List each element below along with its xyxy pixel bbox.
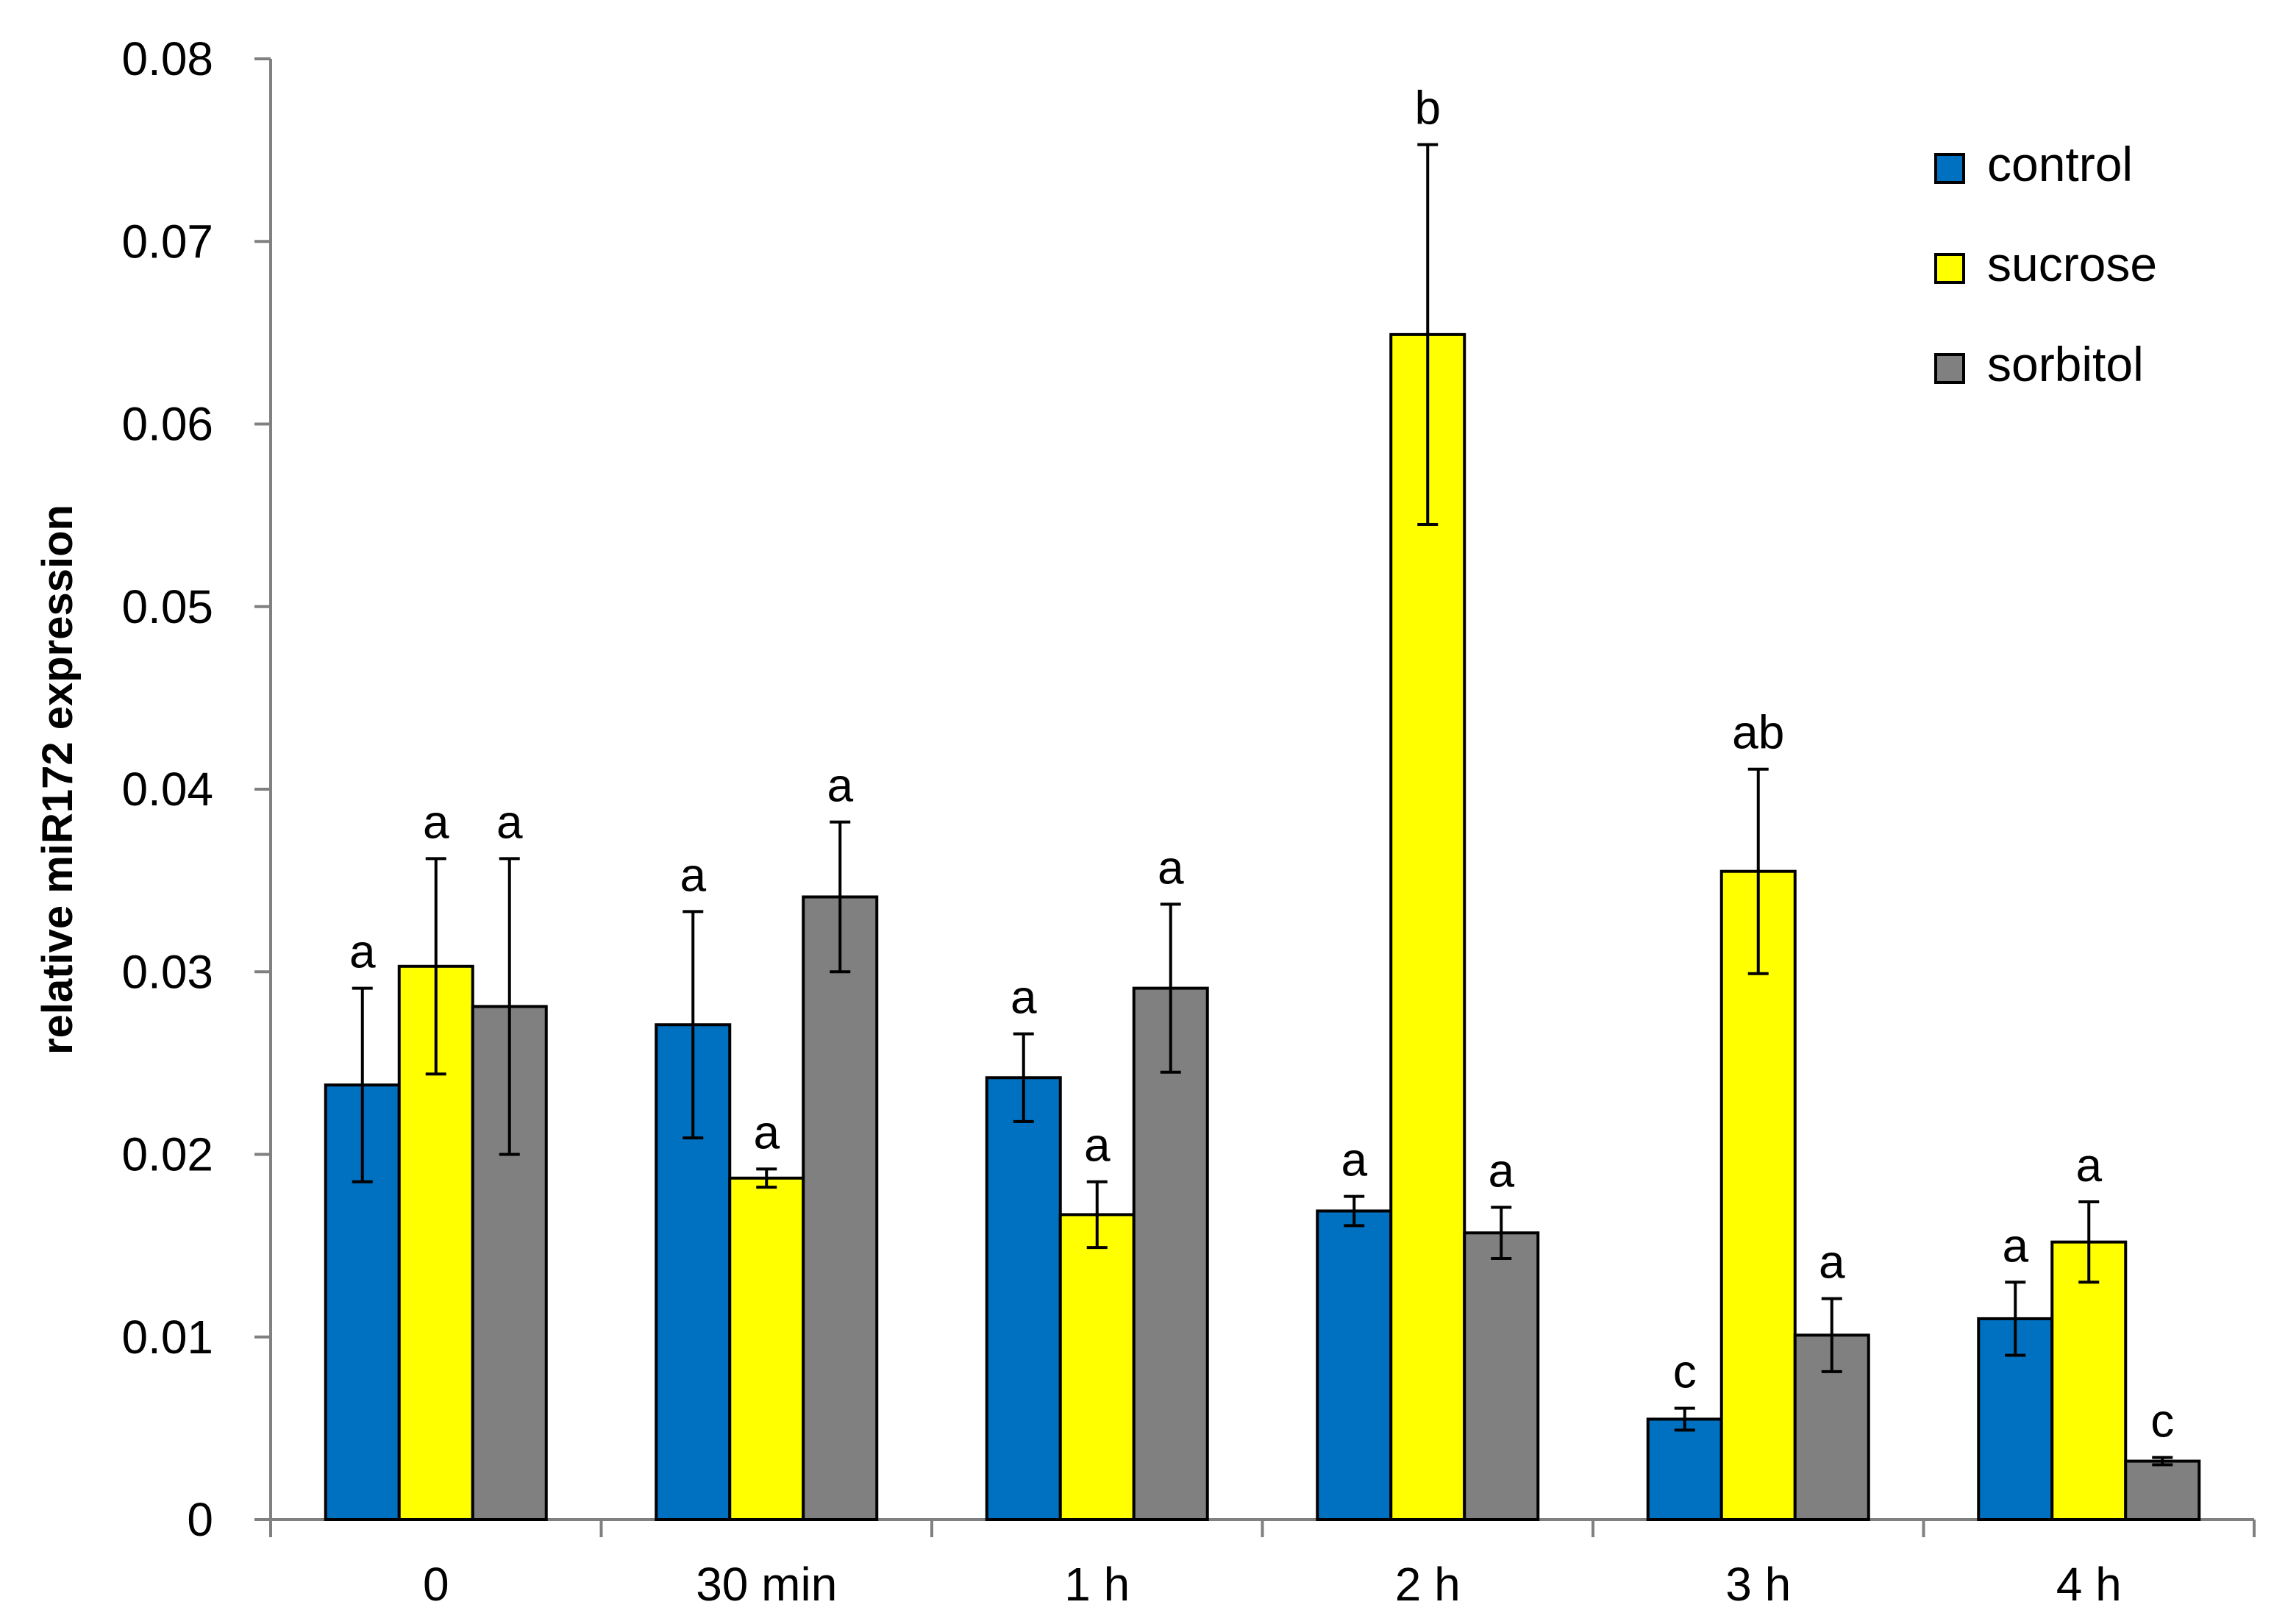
- significance-label: a: [349, 925, 376, 978]
- bar-control: [1316, 1209, 1393, 1522]
- error-bar-sucrose: [1747, 767, 1769, 975]
- error-bar-sorbitol: [830, 820, 851, 974]
- y-axis-title: relative miR172 expression: [34, 505, 82, 1055]
- error-bar-sucrose: [1417, 143, 1439, 527]
- significance-label: a: [2075, 1139, 2102, 1192]
- x-tick-label: 3 h: [1725, 1558, 1791, 1611]
- y-tick-label: 0.05: [121, 580, 213, 633]
- y-tick-label: 0.08: [121, 32, 213, 85]
- legend: control sucrose sorbitol: [1934, 137, 2157, 391]
- bar-sucrose: [2050, 1240, 2128, 1522]
- y-tick-label: 0.02: [121, 1128, 213, 1181]
- y-tick-label: 0.06: [121, 398, 213, 451]
- error-bar-control: [1344, 1194, 1365, 1228]
- x-tick-label: 0: [423, 1558, 449, 1611]
- significance-label: a: [2002, 1219, 2028, 1272]
- significance-label: c: [1673, 1345, 1697, 1398]
- y-tick-label: 0.03: [121, 945, 213, 998]
- error-bar-control: [1674, 1406, 1695, 1432]
- bars: [324, 332, 2201, 1522]
- significance-label: c: [2150, 1395, 2174, 1447]
- significance-label: a: [827, 759, 853, 812]
- error-bar-sorbitol: [1821, 1297, 1842, 1373]
- legend-label-sorbitol: sorbitol: [1987, 337, 2144, 391]
- legend-label-control: control: [1987, 137, 2133, 191]
- bar-sucrose: [1058, 1213, 1136, 1521]
- error-bar-sorbitol: [499, 857, 520, 1156]
- bar-sorbitol: [2124, 1459, 2201, 1522]
- significance-label: a: [1084, 1119, 1111, 1172]
- bar-sorbitol: [1132, 986, 1209, 1521]
- x-axis: 0 30 min 1 h 2 h 3 h 4 h: [269, 1518, 2256, 1611]
- error-bar-control: [352, 986, 373, 1183]
- significance-label: a: [1011, 971, 1037, 1024]
- error-bar-sorbitol: [1491, 1205, 1512, 1261]
- legend-swatch-sorbitol: [1934, 353, 1965, 384]
- x-tick-label: 1 h: [1064, 1558, 1130, 1611]
- bar-sorbitol: [1463, 1231, 1540, 1522]
- significance-label: a: [496, 795, 523, 848]
- significance-label: a: [1819, 1236, 1845, 1289]
- significance-label: a: [1488, 1144, 1514, 1197]
- error-bar-sorbitol: [2152, 1456, 2173, 1467]
- error-bar-sucrose: [1086, 1180, 1108, 1250]
- y-tick-label: 0.07: [121, 215, 213, 268]
- legend-label-sucrose: sucrose: [1987, 237, 2157, 291]
- bar-control: [985, 1076, 1062, 1521]
- error-bars: [352, 143, 2173, 1467]
- bar-sorbitol: [802, 895, 879, 1521]
- y-tick-label: 0.01: [121, 1311, 213, 1364]
- error-bar-sucrose: [425, 857, 446, 1076]
- y-tick-label: 0.04: [121, 763, 213, 816]
- error-bar-control: [2005, 1281, 2026, 1357]
- error-bar-sucrose: [2078, 1200, 2100, 1284]
- error-bar-control: [682, 910, 704, 1140]
- bar-sucrose: [1719, 869, 1797, 1521]
- y-tick-label: 0: [187, 1493, 213, 1546]
- significance-label: a: [1158, 841, 1184, 894]
- significance-label: a: [753, 1105, 780, 1158]
- bar-sucrose: [1389, 332, 1466, 1521]
- significance-label: a: [680, 848, 706, 901]
- legend-swatch-sucrose: [1934, 253, 1965, 284]
- x-tick-label: 2 h: [1395, 1558, 1461, 1611]
- bar-sucrose: [728, 1176, 805, 1521]
- significance-label: a: [423, 795, 449, 848]
- error-bar-sorbitol: [1160, 902, 1181, 1074]
- significance-label: b: [1414, 82, 1441, 135]
- significance-label: a: [1341, 1133, 1367, 1186]
- error-bar-sucrose: [756, 1167, 777, 1189]
- x-tick-label: 30 min: [696, 1558, 837, 1611]
- bar-control: [1646, 1417, 1723, 1522]
- x-tick-label: 4 h: [2056, 1558, 2122, 1611]
- significance-label: ab: [1732, 706, 1784, 759]
- legend-swatch-control: [1934, 153, 1965, 184]
- error-bar-control: [1013, 1032, 1034, 1123]
- y-axis: 0 0.01 0.02 0.03 0.04 0.05 0.06 0.07 0.08: [121, 32, 272, 1546]
